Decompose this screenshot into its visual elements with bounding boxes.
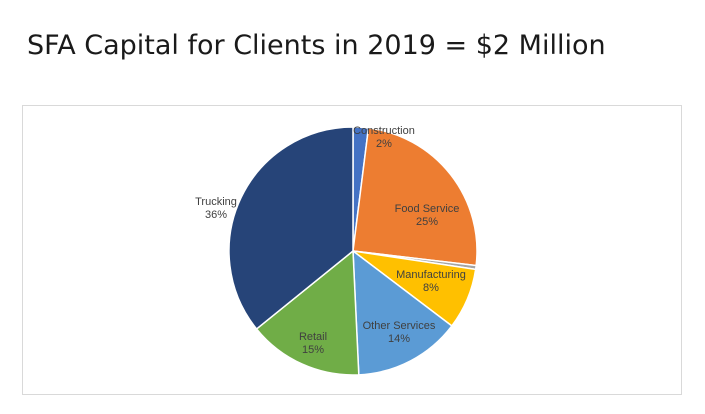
slice-value-food-service: 25% — [416, 216, 438, 228]
slice-value-other-services: 14% — [388, 333, 410, 345]
slice-label-construction: Construction — [353, 125, 415, 137]
slice-value-retail: 15% — [302, 344, 324, 356]
slice-label-trucking: Trucking — [195, 196, 237, 208]
slice-label-manufacturing: Manufacturing — [396, 269, 466, 281]
pie-slice-food-service — [352, 127, 478, 267]
slice-value-construction: 2% — [376, 138, 392, 150]
slice-label-food-service: Food Service — [395, 203, 460, 215]
slice-label-retail: Retail — [299, 331, 327, 343]
slice-value-manufacturing: 8% — [423, 282, 439, 294]
pie-slice-retail — [255, 249, 360, 376]
pie-slices — [228, 126, 478, 376]
pie-slice-other-services — [352, 249, 453, 376]
slice-label-other-services: Other Services — [363, 320, 436, 332]
chart-area: Construction 2% Food Service 25% Manufacturi… — [22, 105, 682, 395]
pie-slice-trucking — [228, 126, 354, 331]
slice-value-trucking: 36% — [205, 209, 227, 221]
slide-title: SFA Capital for Clients in 2019 = $2 Mil… — [27, 30, 606, 61]
